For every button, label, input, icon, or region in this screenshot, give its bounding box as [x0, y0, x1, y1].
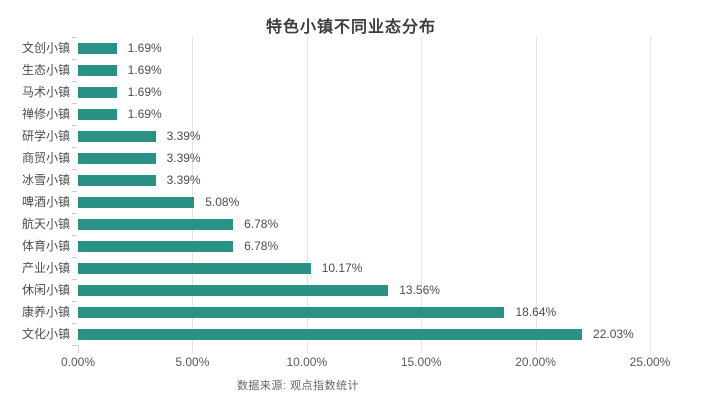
category-label: 生态小镇 [21, 63, 70, 77]
bar-value-label: 5.08% [205, 195, 240, 209]
x-axis-tick-label: 10.00% [286, 355, 328, 369]
bar-row: 18.64% [78, 301, 690, 323]
y-axis-tick [72, 345, 77, 346]
bar [78, 64, 117, 76]
bar [78, 196, 195, 208]
chart-title: 特色小镇不同业态分布 [265, 19, 436, 36]
bar [78, 306, 505, 318]
bar-row: 1.69% [78, 37, 690, 59]
bar [78, 86, 117, 98]
x-axis-tick-label: 0.00% [60, 355, 96, 369]
category-label: 康养小镇 [21, 305, 70, 319]
bar-row: 13.56% [78, 279, 690, 301]
bar-value-label: 6.78% [244, 239, 279, 253]
bar-row: 3.39% [78, 125, 690, 147]
bar-value-label: 1.69% [127, 85, 162, 99]
bar-value-label: 3.39% [166, 173, 201, 187]
bar [78, 218, 234, 230]
x-axis-tick-label: 25.00% [629, 355, 671, 369]
bar [78, 130, 156, 142]
x-axis-tick [78, 345, 79, 353]
plot-area: 1.69% 1.69% 1.69% 1.69% 3.39% 3.39% 3.39% 5.08%… [72, 37, 690, 353]
bar [78, 262, 311, 274]
category-label: 马术小镇 [21, 85, 70, 99]
bar-value-label: 18.64% [515, 305, 557, 319]
category-label: 啤酒小镇 [21, 195, 70, 209]
bar-value-label: 10.17% [321, 261, 363, 275]
category-axis: 文创小镇生态小镇马术小镇禅修小镇研学小镇商贸小镇冰雪小镇啤酒小镇航天小镇体育小镇… [12, 37, 78, 345]
category-label: 产业小镇 [21, 261, 70, 275]
bar-row: 3.39% [78, 169, 690, 191]
bar-value-label: 6.78% [244, 217, 279, 231]
category-label: 研学小镇 [21, 129, 70, 143]
bar-row: 1.69% [78, 81, 690, 103]
category-label: 体育小镇 [21, 239, 70, 253]
bar [78, 240, 234, 252]
bar-value-label: 22.03% [593, 327, 634, 341]
bar-row: 3.39% [78, 147, 690, 169]
x-axis-tick-label: 15.00% [400, 355, 442, 369]
category-label: 禅修小镇 [21, 107, 70, 121]
category-label: 商贸小镇 [21, 151, 70, 165]
bar [78, 108, 117, 120]
category-label: 航天小镇 [21, 217, 70, 231]
x-axis-tick-label: 20.00% [515, 355, 556, 369]
bar-value-label: 13.56% [399, 283, 440, 297]
category-label: 文化小镇 [21, 327, 70, 341]
x-axis-tick-label: 5.00% [175, 355, 210, 369]
bar [78, 42, 117, 54]
bar [78, 328, 583, 340]
bar-row: 6.78% [78, 213, 690, 235]
bar-row: 1.69% [78, 103, 690, 125]
bar-value-label: 3.39% [166, 151, 201, 165]
bar-row: 1.69% [78, 59, 690, 81]
x-axis-labels: 0.00% 5.00% 10.00% 15.00% 20.00% 25.00% [61, 355, 690, 371]
source-note: 数据来源: 观点指数统计 [236, 380, 360, 392]
bar-row: 6.78% [78, 235, 690, 257]
bar [78, 174, 156, 186]
bar-value-label: 3.39% [166, 129, 201, 143]
bar-value-label: 1.69% [127, 41, 162, 55]
category-label: 休闲小镇 [21, 283, 70, 297]
bar-rows: 1.69% 1.69% 1.69% 1.69% 3.39% 3.39% 3.39% 5.08%… [78, 37, 690, 345]
bar-row: 22.03% [78, 323, 690, 345]
bar-value-label: 1.69% [127, 63, 162, 77]
bar-row: 5.08% [78, 191, 690, 213]
chart-body: 文创小镇生态小镇马术小镇禅修小镇研学小镇商贸小镇冰雪小镇啤酒小镇航天小镇体育小镇… [12, 37, 690, 353]
bar-value-label: 1.69% [127, 107, 162, 121]
category-label: 冰雪小镇 [21, 173, 70, 187]
category-label: 文创小镇 [21, 41, 70, 55]
bar [78, 152, 156, 164]
bar [78, 284, 389, 296]
bar-row: 10.17% [78, 257, 690, 279]
x-axis: 0.00% 5.00% 10.00% 15.00% 20.00% 25.00% [12, 355, 690, 371]
